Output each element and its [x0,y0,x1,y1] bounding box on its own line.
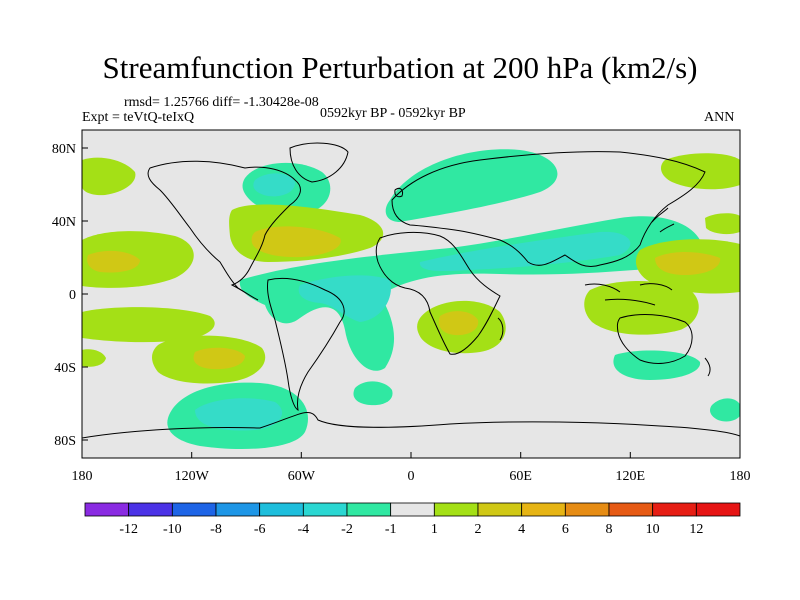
y-tick-label: 40N [52,215,76,230]
contour-fills [82,142,740,450]
colorbar-swatch [128,502,173,517]
colorbar-tick-label: 8 [606,522,613,537]
colorbar-swatch [390,502,435,517]
contour-pos-indonesia [584,281,699,335]
colorbar-swatch [171,502,217,517]
y-tick-label: 40S [54,361,76,376]
coast-australia [616,314,693,364]
colorbar-swatch [477,502,523,517]
contour-neg-south-atlantic [353,381,393,406]
contour-neg2-greenland [253,173,296,197]
stats-line: rmsd= 1.25766 diff= -1.30428e-08 [124,95,319,110]
colorbar-tick-label: -1 [385,522,397,537]
colorbar-tick-label: -2 [341,522,353,537]
colorbar-swatch [521,502,566,517]
period-label: 0592kyr BP - 0592kyr BP [320,106,466,121]
contour-pos-arctic-west [82,157,136,196]
colorbar-tick-label: -10 [163,522,182,537]
colorbar-tick-label: -4 [297,522,309,537]
coast-south-america [267,277,345,411]
colorbar-swatch [608,502,654,517]
x-tick-label: 180 [730,469,751,484]
contour-neg2-tropics [298,275,391,322]
colorbar-swatch [564,502,610,517]
coast-japan [651,207,675,233]
colorbar-swatch [84,502,130,517]
y-tick-label: 0 [69,288,76,303]
colorbar-tick-label: -8 [210,522,222,537]
colorbar-swatch [346,502,392,517]
contour-neg-north-atlantic [385,149,558,222]
colorbar-swatch [302,502,348,517]
contour-pos2-west-pacific [87,250,140,273]
contour-neg2-southern [195,398,283,431]
x-tick-label: 60W [288,469,316,484]
colorbar-tick-label: -6 [254,522,266,537]
contour-neg-australia-south [613,350,701,380]
colorbar-tick-label: 6 [562,522,569,537]
experiment-label: Expt = teVtQ-teIxQ [82,110,195,125]
colorbar-tick-label: 12 [689,522,703,537]
contour-neg2-indian [419,231,631,272]
coast-madagascar [497,317,504,341]
x-tick-label: 120E [616,469,646,484]
contour-pos-pacific-east [82,307,215,343]
y-tick-label: 80S [54,434,76,449]
x-tick-label: 60E [509,469,532,484]
colorbar-tick-label: -12 [119,522,138,537]
colorbar-swatch [259,502,304,517]
contour-neg-east-antarctic [710,398,740,422]
coast-uk [394,187,403,198]
y-tick-label: 80N [52,142,76,157]
colorbar-tick-label: 2 [475,522,482,537]
contour-pos-south-pacific-east [82,349,106,367]
x-tick-label: 180 [72,469,93,484]
contour-pos2-pacific-north [655,252,721,275]
coast-new-zealand [704,357,711,377]
colorbar [84,502,741,517]
colorbar-swatch [652,502,697,517]
colorbar-tick-label: 10 [646,522,660,537]
colorbar-tick-label: 4 [518,522,525,537]
coast-north-america [147,160,301,301]
x-tick-label: 0 [408,469,415,484]
coast-antarctica [82,412,740,439]
colorbar-swatch [695,502,741,517]
chart-title: Streamfunction Perturbation at 200 hPa (… [102,50,698,85]
coast-africa [375,231,501,355]
axis-ticks [81,147,741,458]
colorbar-tick-label: 1 [431,522,438,537]
contour-pos-north-pacific-ne [705,213,740,235]
coast-greenland [289,142,349,183]
colorbar-swatch [215,502,261,517]
colorbar-swatch [433,502,479,517]
coast-eurasia [391,151,706,268]
colorbar-labels: -12 -10 -8 -6 -4 -2 -1 1 2 4 6 8 10 12 [119,522,703,537]
contour-pos-arctic-east [660,153,740,190]
coastlines [82,142,740,439]
contour-pos2-south-pacific [193,347,245,370]
season-label: ANN [704,110,735,125]
coast-indonesia [584,283,673,306]
contour-pos2-africa [438,311,479,336]
x-tick-label: 120W [175,469,210,484]
contour-pos2-north-america [251,226,341,258]
